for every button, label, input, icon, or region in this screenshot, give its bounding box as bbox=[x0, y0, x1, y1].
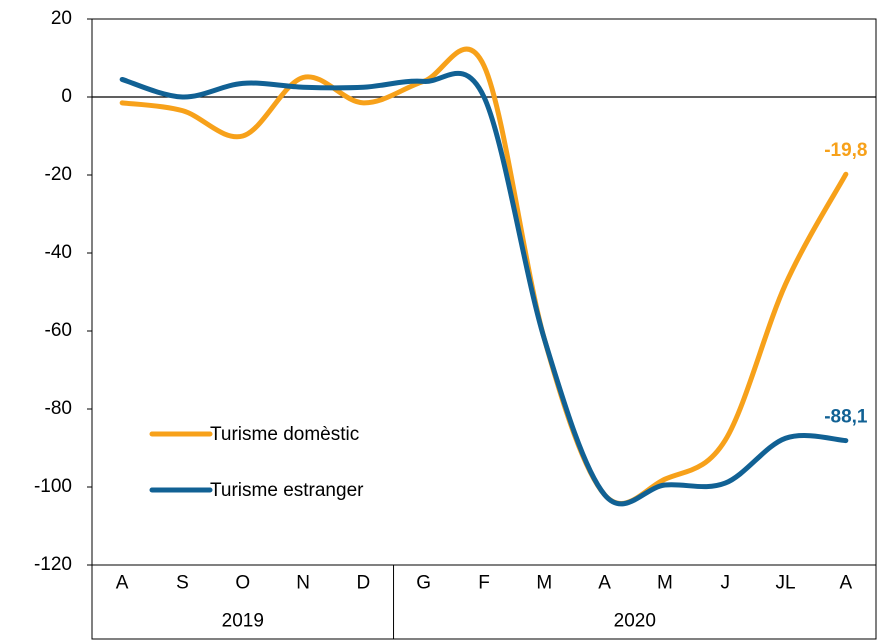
x-tick-label: M bbox=[657, 573, 673, 594]
x-tick-label: S bbox=[176, 573, 189, 594]
data-label: -88,1 bbox=[824, 407, 868, 428]
y-tick-label: 0 bbox=[61, 86, 72, 107]
plot-frame bbox=[91, 18, 877, 640]
y-tick-label: -20 bbox=[45, 164, 72, 185]
y-tick-label: -100 bbox=[34, 476, 72, 497]
x-tick-label: A bbox=[840, 573, 853, 594]
data-label: -19,8 bbox=[824, 140, 867, 161]
series-line bbox=[119, 46, 849, 506]
x-tick-label: N bbox=[296, 573, 310, 594]
x-tick-label: JL bbox=[775, 573, 795, 594]
x-tick-label: F bbox=[478, 573, 490, 594]
series-line bbox=[119, 70, 849, 507]
x-tick-label: D bbox=[357, 573, 371, 594]
x-tick-label: O bbox=[235, 573, 250, 594]
legend-label: Turisme domèstic bbox=[210, 424, 359, 445]
y-tick-label: -80 bbox=[45, 398, 72, 419]
y-tick-label: -40 bbox=[45, 242, 72, 263]
year-label: 2020 bbox=[614, 611, 656, 632]
y-tick-label: -60 bbox=[45, 320, 72, 341]
x-tick-label: A bbox=[116, 573, 129, 594]
year-label: 2019 bbox=[222, 611, 264, 632]
x-tick-label: J bbox=[720, 573, 730, 594]
y-tick-label: -120 bbox=[34, 554, 72, 575]
x-tick-label: A bbox=[598, 573, 611, 594]
x-tick-label: M bbox=[536, 573, 552, 594]
y-tick-label: 20 bbox=[51, 8, 72, 29]
legend-label: Turisme estranger bbox=[210, 480, 364, 501]
x-tick-label: G bbox=[416, 573, 431, 594]
